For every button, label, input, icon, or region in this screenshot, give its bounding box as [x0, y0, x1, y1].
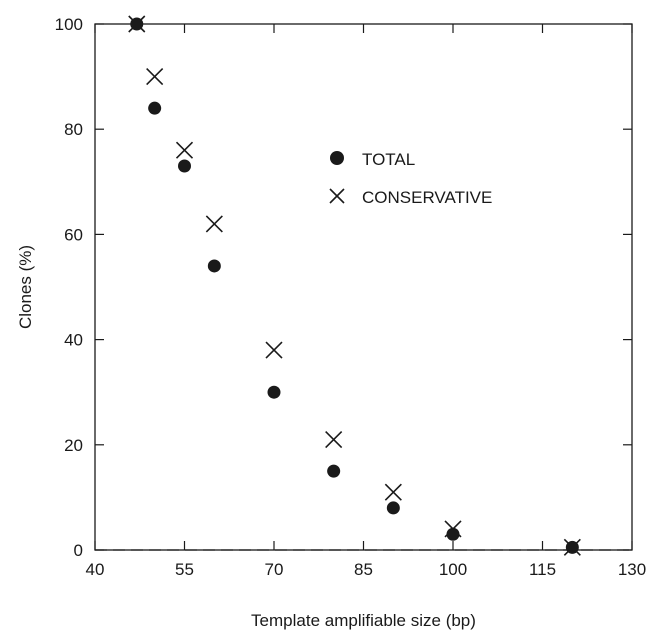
cross-stroke [444, 520, 462, 538]
data-point-total [148, 101, 162, 115]
legend-label-conservative: CONSERVATIVE [362, 188, 492, 207]
data-point-conservative [444, 520, 462, 538]
x-tick-label: 85 [354, 560, 373, 579]
data-point-total [386, 501, 400, 515]
data-point-total [327, 464, 341, 478]
data-point-conservative [325, 430, 343, 449]
legend: TOTAL CONSERVATIVE [329, 150, 492, 207]
x-tick-label: 55 [175, 560, 194, 579]
legend-marker-conservative [329, 188, 345, 204]
cross-stroke [175, 141, 194, 159]
legend-label-total: TOTAL [362, 150, 415, 169]
data-point-conservative [128, 15, 146, 33]
x-tick-label: 40 [86, 560, 105, 579]
data-point-conservative [265, 341, 283, 359]
x-tick-label: 100 [439, 560, 467, 579]
data-point-conservative [384, 483, 402, 501]
cross-stroke [325, 430, 343, 449]
data-point-total [207, 259, 221, 273]
cross-stroke [128, 15, 146, 33]
y-tick-label: 0 [74, 541, 83, 560]
y-tick-label: 80 [64, 120, 83, 139]
data-point-total [446, 527, 460, 541]
cross-stroke [384, 483, 402, 501]
y-tick-label: 60 [64, 225, 83, 244]
cross-stroke [265, 341, 283, 359]
legend-marker-total [330, 151, 344, 165]
x-tick-label: 130 [618, 560, 646, 579]
cross-stroke [205, 215, 223, 233]
data-point-conservative [205, 215, 223, 233]
data-point-conservative [146, 68, 164, 86]
plot-area-frame [94, 23, 633, 551]
x-tick-label: 115 [529, 560, 556, 579]
y-tick-label: 40 [64, 331, 83, 350]
marker-layer [128, 15, 581, 556]
tick-layer: 40 55 70 85 100 115 130 0 20 40 60 80 100 [55, 15, 647, 579]
cross-stroke [146, 68, 164, 86]
data-point-conservative [175, 141, 194, 159]
cross-stroke [563, 538, 581, 556]
x-tick-label: 70 [265, 560, 284, 579]
y-tick-label: 20 [64, 436, 83, 455]
data-point-total [267, 385, 281, 399]
y-tick-label: 100 [55, 15, 83, 34]
y-axis-label: Clones (%) [16, 245, 35, 329]
x-axis-label: Template amplifiable size (bp) [251, 611, 476, 630]
data-point-conservative [563, 538, 581, 556]
data-point-total [178, 159, 191, 173]
